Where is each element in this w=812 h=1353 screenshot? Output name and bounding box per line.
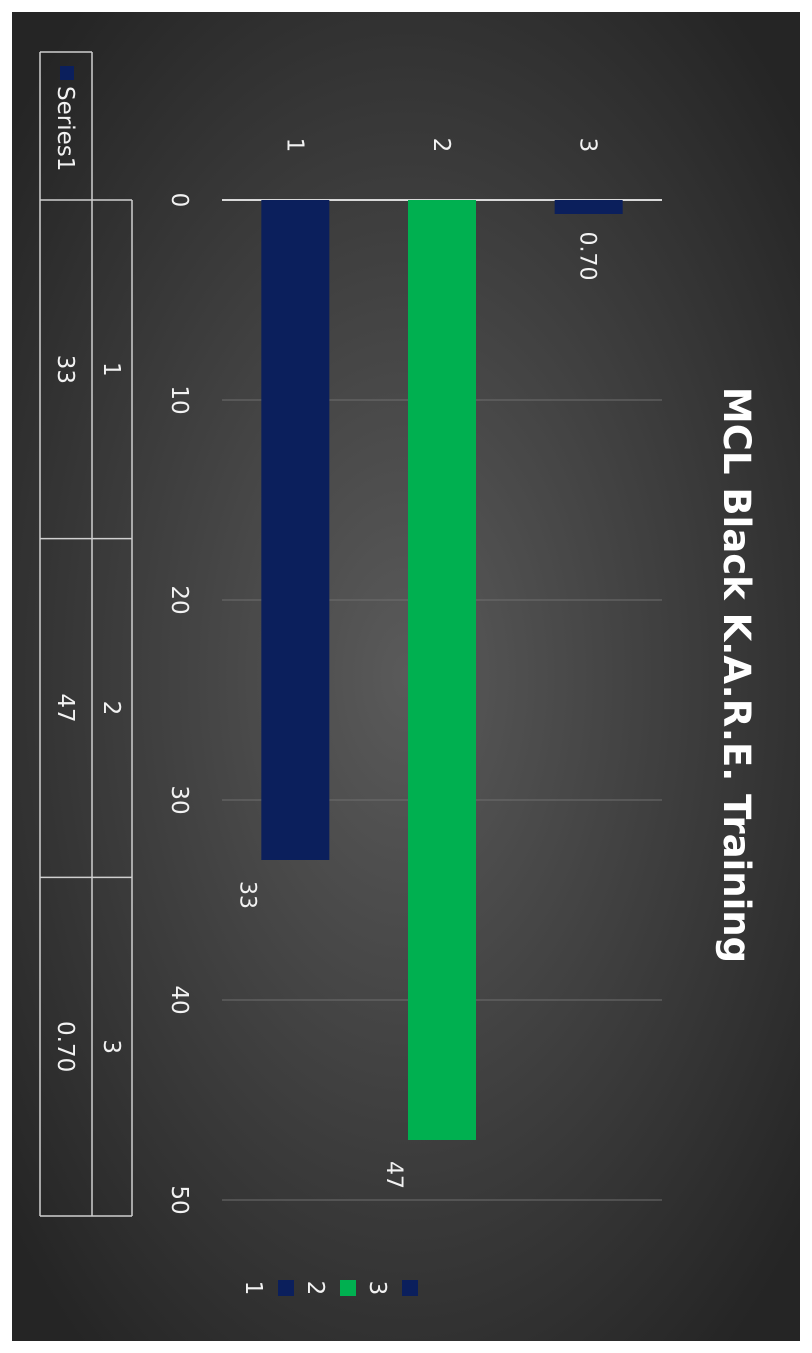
- chart-area: [12, 12, 800, 1341]
- data-label: 0.70: [575, 232, 600, 281]
- legend-label: 1: [240, 1281, 266, 1296]
- legend-swatch: [340, 1280, 356, 1296]
- value-tick-label: 0: [166, 193, 192, 208]
- chart-title: MCL Black K.A.R.E. Training: [715, 387, 758, 963]
- category-label: 2: [428, 138, 454, 153]
- category-label: 3: [575, 138, 601, 153]
- table-header-cell: 2: [98, 701, 124, 716]
- data-label: 47: [381, 1161, 406, 1189]
- value-tick-label: 40: [166, 985, 192, 1014]
- legend-label: 3: [364, 1281, 390, 1296]
- value-tick-label: 20: [166, 585, 192, 614]
- table-header-cell: 3: [98, 1039, 124, 1054]
- table-header-cell: 1: [98, 362, 124, 377]
- value-tick-label: 50: [166, 1185, 192, 1214]
- table-series-swatch: [60, 66, 74, 80]
- legend-label: 2: [302, 1281, 328, 1296]
- bar: [408, 200, 476, 1140]
- value-tick-label: 10: [166, 385, 192, 414]
- table-value-cell: 0.70: [52, 1021, 78, 1072]
- table-value-cell: 33: [52, 355, 78, 384]
- data-label: 33: [234, 881, 259, 909]
- legend-swatch: [402, 1280, 418, 1296]
- legend-swatch: [278, 1280, 294, 1296]
- bar: [261, 200, 330, 860]
- bar: [554, 200, 623, 214]
- category-label: 1: [281, 138, 307, 153]
- table-series-name: Series1: [52, 86, 78, 171]
- value-tick-label: 30: [166, 785, 192, 814]
- table-value-cell: 47: [52, 693, 78, 722]
